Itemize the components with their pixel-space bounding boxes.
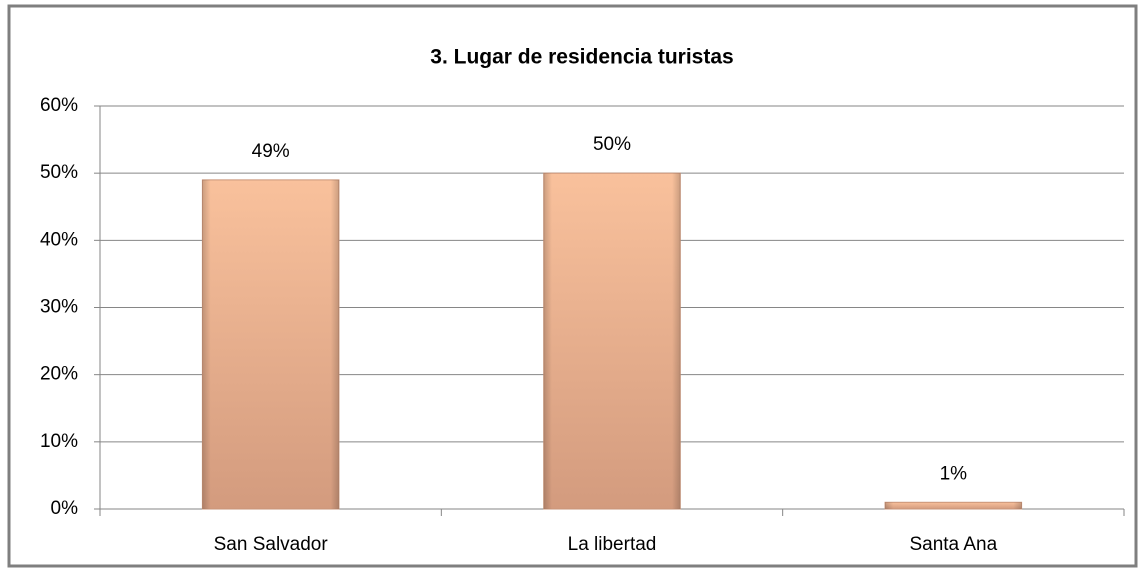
y-tick-label: 10% [40, 431, 78, 452]
bar-bevel [202, 179, 339, 509]
data-label: 50% [593, 134, 631, 155]
y-tick-label: 20% [40, 364, 78, 385]
bar-bevel [885, 502, 1022, 509]
y-tick-label: 30% [40, 297, 78, 318]
y-tick-label: 0% [51, 498, 79, 519]
y-tick-label: 40% [40, 229, 78, 250]
x-tick-label: La libertad [568, 534, 657, 555]
y-tick-label: 60% [40, 95, 78, 116]
data-label: 49% [252, 141, 290, 162]
chart-title: 3. Lugar de residencia turistas [430, 46, 733, 69]
x-tick-label: San Salvador [214, 534, 329, 555]
data-label: 1% [940, 463, 968, 484]
y-tick-label: 50% [40, 162, 78, 183]
x-tick-label: Santa Ana [909, 534, 997, 555]
bar-bevel [543, 173, 681, 509]
